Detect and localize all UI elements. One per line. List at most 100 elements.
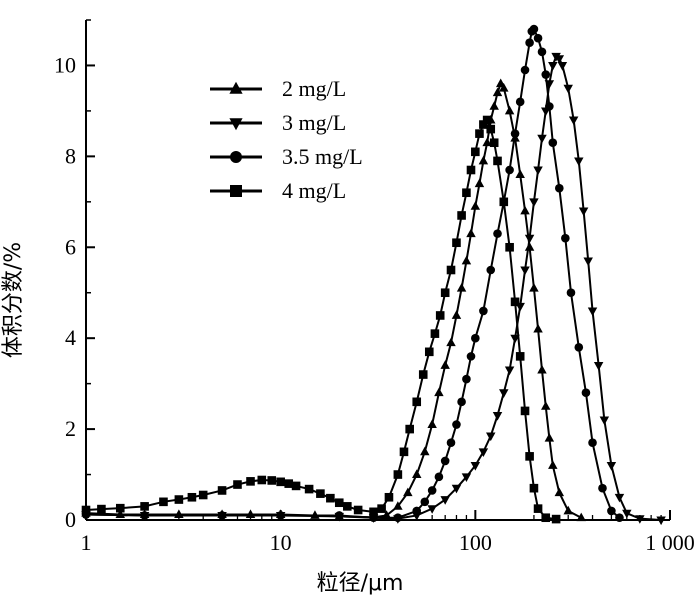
- data-point: [541, 513, 551, 523]
- data-point: [412, 469, 422, 478]
- data-point: [217, 486, 227, 495]
- data-point: [479, 306, 488, 316]
- data-point: [412, 506, 422, 516]
- legend-item: 2 mg/L: [210, 76, 346, 101]
- legend-item: 3 mg/L: [210, 110, 346, 135]
- data-point: [578, 207, 589, 217]
- data-point: [420, 446, 430, 456]
- data-point: [412, 397, 422, 407]
- data-point: [533, 33, 543, 43]
- data-point: [470, 462, 481, 471]
- data-point: [544, 433, 555, 442]
- data-point: [440, 456, 450, 466]
- data-point: [529, 283, 539, 292]
- data-point: [486, 265, 496, 275]
- data-point: [520, 205, 530, 215]
- data-point: [230, 151, 242, 163]
- data-point: [81, 505, 91, 515]
- data-point: [403, 487, 413, 497]
- data-point: [440, 360, 450, 369]
- data-point: [520, 65, 530, 75]
- data-point: [548, 138, 558, 148]
- data-point: [399, 447, 409, 457]
- data-point: [471, 333, 480, 343]
- data-point: [505, 165, 514, 175]
- data-point: [457, 211, 466, 220]
- data-point: [593, 362, 604, 371]
- data-point: [482, 115, 492, 125]
- data-point: [537, 364, 547, 374]
- data-point: [489, 101, 499, 110]
- series-4: [81, 115, 561, 524]
- y-axis-title: 体积分数/%: [1, 242, 26, 358]
- data-point: [493, 156, 502, 166]
- data-point: [434, 472, 444, 482]
- data-point: [466, 165, 476, 175]
- data-point: [529, 24, 539, 34]
- data-point: [545, 102, 554, 111]
- data-point: [489, 138, 499, 148]
- data-point: [427, 486, 437, 495]
- data-point: [462, 374, 471, 384]
- data-point: [576, 512, 586, 522]
- data-point: [515, 352, 525, 361]
- data-point: [533, 504, 543, 513]
- data-point: [466, 352, 476, 361]
- data-point: [230, 185, 242, 197]
- data-point: [440, 496, 450, 505]
- data-point: [607, 506, 616, 516]
- data-point: [457, 397, 466, 407]
- data-point: [430, 329, 440, 338]
- data-point: [566, 288, 576, 298]
- data-point: [304, 484, 314, 494]
- y-tick-label: 2: [65, 416, 76, 441]
- data-point: [217, 511, 227, 520]
- data-point: [97, 504, 106, 514]
- data-point: [499, 197, 509, 207]
- data-point: [343, 502, 352, 511]
- data-point: [452, 238, 461, 248]
- data-point: [515, 169, 525, 178]
- data-point: [478, 448, 489, 457]
- data-point: [377, 504, 386, 513]
- data-point: [440, 288, 450, 298]
- data-point: [568, 116, 579, 126]
- data-point: [369, 507, 378, 517]
- data-point: [505, 242, 514, 252]
- legend-label: 3.5 mg/L: [282, 144, 363, 169]
- data-point: [541, 70, 551, 79]
- data-point: [588, 438, 597, 448]
- data-point: [229, 118, 243, 131]
- data-point: [471, 147, 480, 157]
- data-point: [405, 424, 414, 434]
- data-point: [486, 432, 496, 442]
- data-point: [529, 483, 539, 493]
- data-point: [598, 483, 607, 493]
- data-point: [493, 229, 502, 238]
- data-point: [233, 480, 242, 489]
- series-2: [81, 52, 666, 526]
- data-point: [510, 297, 520, 307]
- data-point: [435, 311, 445, 320]
- data-point: [452, 420, 461, 429]
- data-point: [159, 497, 168, 507]
- data-point: [554, 55, 565, 64]
- data-point: [504, 105, 515, 115]
- x-tick-label: 1: [81, 530, 92, 555]
- ticks: 0 2 4 6 8 10 1 10 100 1 000: [54, 19, 695, 555]
- data-point: [420, 497, 430, 507]
- data-point: [461, 255, 472, 265]
- data-point: [418, 370, 428, 379]
- data-point: [635, 515, 645, 524]
- data-point: [574, 342, 584, 352]
- data-point: [499, 389, 509, 398]
- data-point: [291, 481, 301, 491]
- data-point: [504, 366, 515, 376]
- series-line: [85, 27, 621, 519]
- data-point: [427, 505, 437, 514]
- data-point: [187, 492, 197, 502]
- data-point: [510, 129, 520, 138]
- data-point: [461, 473, 472, 482]
- data-point: [115, 503, 125, 513]
